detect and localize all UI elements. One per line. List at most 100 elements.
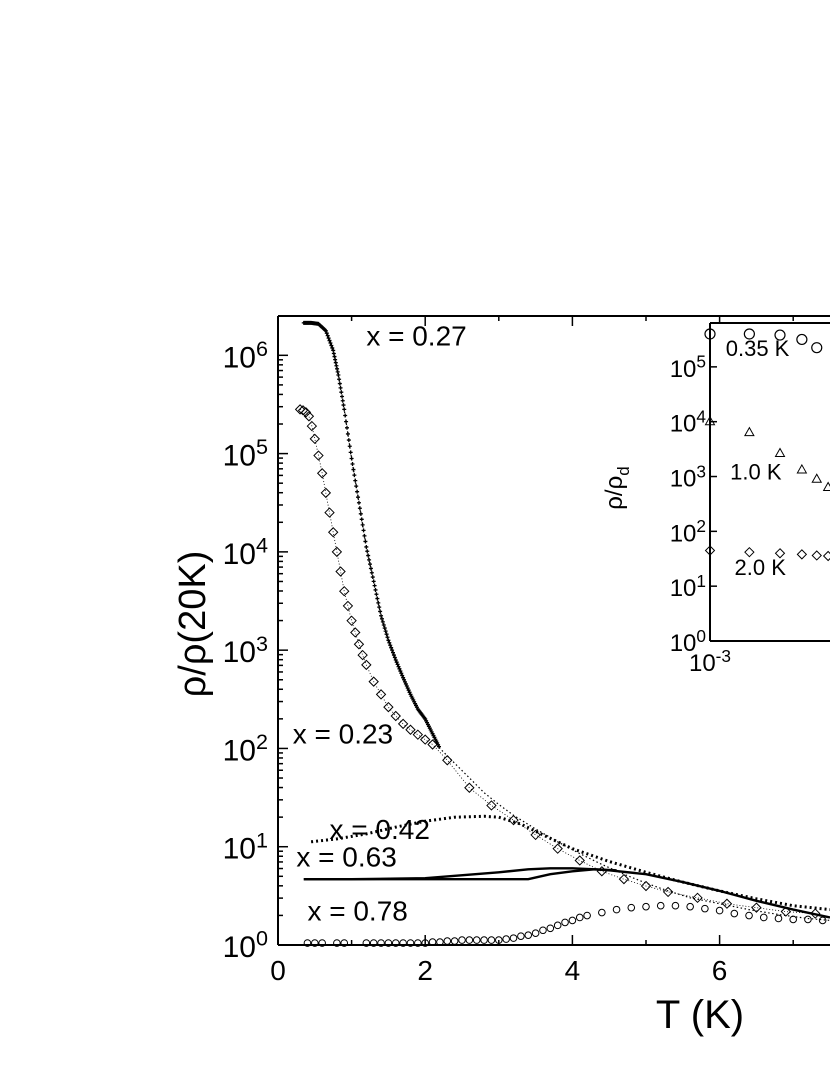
data-point-diamond [597, 867, 606, 876]
data-point-circle [760, 914, 767, 921]
series-label: x = 0.78 [307, 895, 407, 926]
data-point-circle [562, 919, 569, 926]
inset-y-tick-label: 102 [670, 516, 706, 547]
y-tick-label: 100 [223, 926, 268, 964]
data-point-cross [362, 528, 366, 532]
data-point-diamond [619, 875, 628, 884]
x-tick-label: 2 [417, 955, 433, 986]
data-point-cross [347, 438, 351, 442]
data-point-cross [374, 592, 378, 596]
data-point-cross [353, 479, 357, 483]
x-tick-label: 4 [565, 955, 581, 986]
data-point-cross [375, 597, 379, 601]
data-point-diamond [722, 899, 731, 908]
data-point-circle [459, 937, 466, 944]
data-point-cross [343, 414, 347, 418]
data-point-circle [657, 902, 664, 909]
inset-y-axis-label: ρ/ρd [601, 466, 633, 509]
data-point-circle [481, 937, 488, 944]
data-point-cross [369, 566, 373, 570]
data-point-cross [359, 512, 363, 516]
data-point-diamond [487, 801, 496, 810]
data-point-cross [358, 506, 362, 510]
data-point-cross [356, 495, 360, 499]
data-point-cross [355, 490, 359, 494]
data-point-cross [351, 462, 355, 466]
data-point-cross [340, 394, 344, 398]
data-point-circle [540, 927, 547, 934]
data-point-circle [584, 912, 591, 919]
data-point-cross [339, 390, 343, 394]
data-point-circle [643, 903, 650, 910]
data-point-circle [525, 932, 532, 939]
data-point-cross [338, 382, 342, 386]
y-tick-label: 103 [223, 631, 268, 669]
data-point-circle [687, 903, 694, 910]
data-point-circle [599, 909, 606, 916]
series-label: x = 0.63 [296, 841, 396, 872]
data-point-cross [368, 562, 372, 566]
data-point-cross [344, 420, 348, 424]
data-point-circle [731, 910, 738, 917]
series-label: x = 0.42 [330, 814, 430, 845]
data-point-cross [365, 549, 369, 553]
data-point-cross [367, 558, 371, 562]
data-point-circle [672, 902, 679, 909]
data-point-cross [378, 609, 382, 613]
data-point-cross [342, 407, 346, 411]
main-plot-labels: x = 0.27 x = 0.23 x = 0.42x = 0.63 x = 0.78 [293, 320, 467, 926]
data-point-cross [366, 554, 370, 558]
data-point-diamond [421, 735, 430, 744]
data-point-circle [716, 907, 723, 914]
data-point-circle [518, 933, 525, 940]
data-point-cross [337, 377, 341, 381]
data-point-diamond [693, 893, 702, 902]
data-point-diamond [354, 640, 363, 649]
inset-series-label: 2.0 K [735, 555, 787, 580]
data-point-cross [371, 575, 375, 579]
data-point-cross [348, 444, 352, 448]
series-label: x = 0.27 [366, 320, 466, 351]
data-point-circle [805, 916, 812, 923]
series-label: x = 0.23 [293, 719, 393, 750]
y-tick-label: 102 [223, 729, 268, 767]
data-point-cross [352, 473, 356, 477]
x-tick-label: 0 [270, 955, 286, 986]
inset-y-tick-label: 104 [670, 407, 707, 438]
data-point-cross [372, 579, 376, 583]
data-point-cross [346, 432, 350, 436]
data-point-circle [613, 906, 620, 913]
data-point-cross [351, 468, 355, 472]
inset-series-label: 1.0 K [730, 459, 782, 484]
data-point-cross [360, 517, 364, 521]
data-point-circle [702, 905, 709, 912]
data-point-cross [364, 545, 368, 549]
data-point-cross [373, 584, 377, 588]
data-point-circle [775, 915, 782, 922]
data-point-diamond [384, 703, 393, 712]
data-point-cross [376, 601, 380, 605]
data-point-cross [336, 373, 340, 377]
data-point-diamond [399, 719, 408, 728]
data-point-cross [354, 484, 358, 488]
x-axis-label: T (K) [656, 993, 744, 1037]
data-point-cross [339, 386, 343, 390]
data-point-cross [341, 399, 345, 403]
inset-series-label: 0.35 K [726, 336, 790, 361]
data-point-diamond [325, 508, 334, 517]
data-point-circle [532, 930, 539, 937]
data-point-circle [444, 938, 451, 945]
data-point-cross [374, 588, 378, 592]
inset-y-tick-label: 101 [670, 571, 706, 602]
data-point-circle [547, 925, 554, 932]
data-point-diamond [413, 730, 422, 739]
data-point-diamond [336, 567, 345, 576]
inset-y-tick-label: 105 [670, 352, 706, 383]
data-point-circle [790, 916, 797, 923]
data-point-circle [569, 917, 576, 924]
data-point-diamond [329, 528, 338, 537]
data-point-circle [746, 912, 753, 919]
x-tick-label: 6 [712, 955, 728, 986]
